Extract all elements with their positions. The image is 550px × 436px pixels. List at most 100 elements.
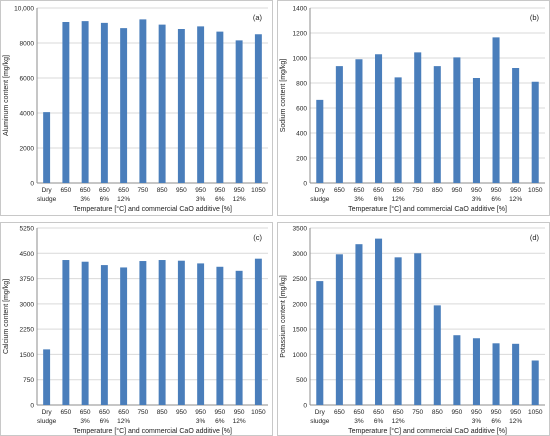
x-tick-sublabel: 6% xyxy=(215,418,225,425)
x-tick-label: 650 xyxy=(393,409,404,416)
x-tick-label: 750 xyxy=(137,409,148,416)
x-tick-sublabel: sludge xyxy=(310,196,330,203)
y-tick-label: 1500 xyxy=(293,327,308,334)
bar xyxy=(414,253,422,405)
chart-panel-2: 0750150022503000375045005250Drysludge650… xyxy=(0,222,273,436)
bar xyxy=(254,258,262,405)
bar xyxy=(158,24,166,183)
y-tick-label: 750 xyxy=(23,377,34,384)
x-tick-label: 1050 xyxy=(251,187,266,194)
panel-label: (c) xyxy=(253,233,262,242)
bar xyxy=(139,19,147,183)
bar xyxy=(81,261,89,405)
x-tick-label: 650 xyxy=(373,409,384,416)
y-tick-label: 3750 xyxy=(20,276,35,283)
x-tick-label: Dry xyxy=(42,187,53,194)
bar xyxy=(512,343,520,405)
x-tick-sublabel: 3% xyxy=(472,418,482,425)
panel-label: (a) xyxy=(253,13,263,22)
bar xyxy=(335,66,343,183)
y-tick-label: 800 xyxy=(296,81,307,88)
bar xyxy=(254,34,262,183)
bar xyxy=(394,77,402,183)
y-tick-label: 2000 xyxy=(293,301,308,308)
y-axis-title: Sodium content [mg/kg] xyxy=(280,59,287,133)
bar xyxy=(139,261,147,405)
y-tick-label: 0 xyxy=(303,403,307,410)
bar xyxy=(394,257,402,405)
bar xyxy=(100,265,108,405)
bar xyxy=(43,112,51,183)
x-tick-label: 1050 xyxy=(251,409,266,416)
x-tick-sublabel: 6% xyxy=(100,196,110,203)
x-tick-label: 650 xyxy=(334,187,345,194)
x-tick-sublabel: 3% xyxy=(354,418,364,425)
bar xyxy=(316,281,324,405)
x-tick-sublabel: sludge xyxy=(37,418,57,425)
y-axis-title: Potassium content [mg/kg] xyxy=(280,275,287,358)
bar xyxy=(235,270,243,405)
x-tick-sublabel: 6% xyxy=(374,196,384,203)
x-tick-label: 1050 xyxy=(528,187,543,194)
x-tick-label: 850 xyxy=(432,409,443,416)
bar xyxy=(177,260,185,405)
y-tick-label: 1500 xyxy=(20,352,35,359)
bar xyxy=(81,21,89,183)
x-tick-label: 950 xyxy=(471,409,482,416)
bar xyxy=(472,338,480,405)
bar xyxy=(120,28,128,183)
bar xyxy=(453,335,461,405)
x-tick-sublabel: 12% xyxy=(509,418,522,425)
x-axis-title: Temperature [°C] and commercial CaO addi… xyxy=(348,427,507,435)
x-tick-label: 750 xyxy=(412,187,423,194)
y-tick-label: 6000 xyxy=(20,76,35,83)
x-tick-sublabel: 6% xyxy=(215,196,225,203)
x-tick-sublabel: 12% xyxy=(392,418,405,425)
bar xyxy=(453,57,461,183)
x-tick-label: 650 xyxy=(60,409,71,416)
bar xyxy=(197,263,205,405)
x-tick-label: 650 xyxy=(99,187,110,194)
x-tick-label: Dry xyxy=(315,409,326,416)
bar xyxy=(355,59,363,183)
y-tick-label: 10,000 xyxy=(14,6,34,13)
y-tick-label: 2250 xyxy=(20,327,35,334)
y-tick-label: 5250 xyxy=(20,226,35,233)
y-tick-label: 3500 xyxy=(293,226,308,233)
x-tick-label: 1050 xyxy=(528,409,543,416)
x-tick-label: Dry xyxy=(315,187,326,194)
panel-label: (d) xyxy=(530,233,540,242)
x-tick-sublabel: 3% xyxy=(472,196,482,203)
bar xyxy=(316,99,324,183)
x-tick-sublabel: 6% xyxy=(491,418,501,425)
y-tick-label: 1400 xyxy=(293,6,308,13)
bar xyxy=(531,360,539,405)
y-tick-label: 0 xyxy=(30,403,34,410)
y-tick-label: 8000 xyxy=(20,41,35,48)
bar xyxy=(375,238,383,405)
bar xyxy=(120,267,128,405)
x-tick-sublabel: 3% xyxy=(80,418,90,425)
x-tick-sublabel: 3% xyxy=(196,196,206,203)
x-tick-label: 650 xyxy=(60,187,71,194)
bar xyxy=(335,254,343,405)
x-tick-label: Dry xyxy=(42,409,53,416)
bar xyxy=(100,22,108,183)
x-tick-sublabel: sludge xyxy=(310,418,330,425)
bar xyxy=(414,52,422,183)
x-tick-label: 950 xyxy=(195,187,206,194)
x-tick-sublabel: 12% xyxy=(233,418,246,425)
x-tick-sublabel: 12% xyxy=(233,196,246,203)
y-axis-title: Aluminum content [mg/kg] xyxy=(3,55,10,136)
x-tick-label: 650 xyxy=(80,187,91,194)
y-tick-label: 4000 xyxy=(20,111,35,118)
bar xyxy=(472,78,480,183)
x-tick-label: 850 xyxy=(157,409,168,416)
x-tick-label: 950 xyxy=(510,409,521,416)
x-tick-label: 650 xyxy=(118,187,129,194)
x-tick-label: 750 xyxy=(412,409,423,416)
x-tick-sublabel: 6% xyxy=(491,196,501,203)
x-tick-label: 950 xyxy=(451,409,462,416)
